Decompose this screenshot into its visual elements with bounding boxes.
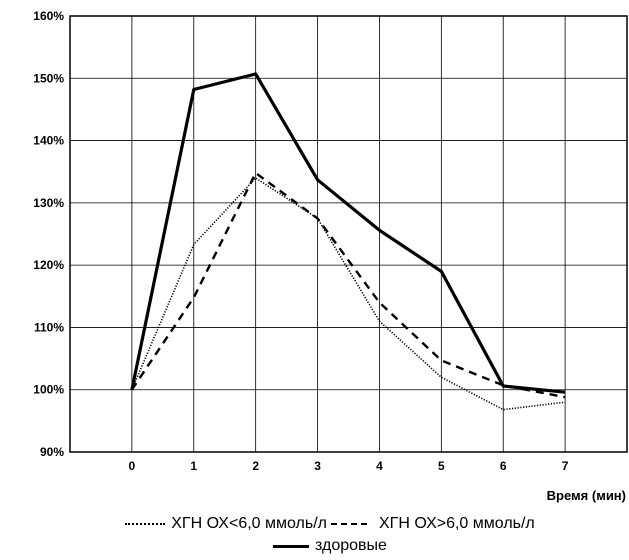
- legend-label-series-3: здоровые: [315, 537, 387, 554]
- series-line-3: [130, 72, 566, 394]
- x-axis-ticks: 0 1 2 3 4 5 6 7: [129, 459, 569, 473]
- series-lines: [130, 72, 566, 411]
- y-tick-label: 100%: [33, 383, 64, 397]
- legend-item-series-2: ХГН ОХ>6,0 ммоль/л: [327, 515, 535, 533]
- legend-item-series-3: здоровые: [273, 537, 387, 555]
- legend-row-1: ХГН ОХ<6,0 ммоль/л ХГН ОХ>6,0 ммоль/л: [60, 513, 600, 535]
- grid: [70, 15, 627, 453]
- dotted-line-swatch-icon: [125, 523, 166, 525]
- y-tick-label: 160%: [33, 9, 64, 23]
- legend: ХГН ОХ<6,0 ммоль/л ХГН ОХ>6,0 ммоль/л зд…: [60, 513, 600, 557]
- legend-item-series-1: ХГН ОХ<6,0 ммоль/л: [125, 515, 327, 533]
- legend-label-series-1: ХГН ОХ<6,0 ммоль/л: [171, 515, 327, 532]
- x-tick-label: 5: [438, 459, 445, 473]
- x-tick-label: 1: [190, 459, 197, 473]
- line-chart: 90% 100% 110% 120% 130% 140% 150% 160% 0 1 2 3 4 5 6 7…: [33, 9, 628, 503]
- y-tick-label: 120%: [33, 258, 64, 272]
- legend-label-series-2: ХГН ОХ>6,0 ммоль/л: [379, 515, 535, 532]
- y-tick-label: 130%: [33, 196, 64, 210]
- plot-frame: [69, 15, 628, 453]
- x-tick-label: 7: [562, 459, 569, 473]
- y-tick-label: 150%: [33, 71, 64, 85]
- x-tick-label: 6: [500, 459, 507, 473]
- x-tick-label: 0: [129, 459, 136, 473]
- solid-line-swatch-icon: [273, 544, 310, 548]
- series-line-2: [130, 171, 566, 399]
- dashed-line-swatch-icon: [331, 523, 367, 525]
- legend-row-2: здоровые: [60, 535, 600, 557]
- y-tick-label: 110%: [34, 320, 64, 334]
- x-axis-title: Время (мин): [547, 488, 626, 503]
- y-axis-ticks: 90% 100% 110% 120% 130% 140% 150% 160%: [33, 9, 64, 459]
- x-tick-label: 3: [314, 459, 321, 473]
- y-tick-label: 140%: [33, 134, 64, 148]
- y-tick-label: 90%: [40, 445, 64, 459]
- x-tick-label: 4: [376, 459, 383, 473]
- x-tick-label: 2: [252, 459, 259, 473]
